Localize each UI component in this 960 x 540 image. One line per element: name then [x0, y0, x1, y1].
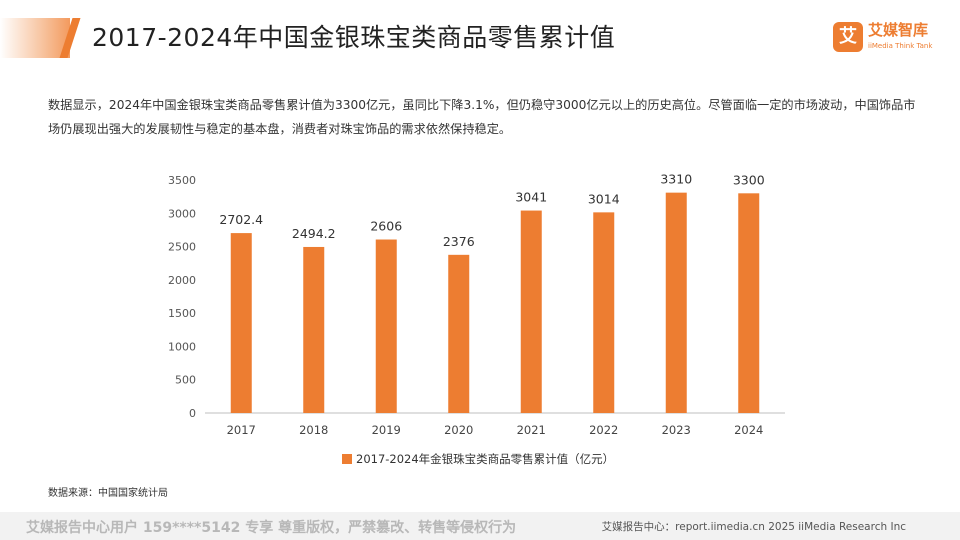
data-label-2020: 2376 [443, 234, 475, 249]
description-text: 数据显示，2024年中国金银珠宝类商品零售累计值为3300亿元，虽同比下降3.1… [48, 98, 916, 136]
y-tick-label: 2000 [168, 274, 196, 287]
data-label-2024: 3300 [733, 172, 765, 187]
y-tick-label: 500 [175, 374, 196, 387]
page-title: 2017-2024年中国金银珠宝类商品零售累计值 [92, 23, 616, 52]
bar-2020 [448, 254, 470, 413]
bar-2022 [593, 212, 615, 413]
x-tick-label: 2017 [227, 423, 256, 437]
logo-name-cn: 艾媒智库 [868, 21, 929, 39]
bar-2019 [375, 239, 397, 413]
bar-2023 [665, 192, 687, 413]
y-tick-label: 1500 [168, 307, 196, 320]
data-source: 数据来源：中国国家统计局 [48, 488, 168, 499]
data-label-2022: 3014 [588, 191, 620, 206]
data-label-2019: 2606 [370, 219, 402, 234]
footer-copyright: 艾媒报告中心用户 159****5142 专享 尊重版权，严禁篡改、转售等侵权行… [26, 520, 517, 536]
footer-bar: 艾媒报告中心用户 159****5142 专享 尊重版权，严禁篡改、转售等侵权行… [0, 512, 960, 540]
footer-site: 艾媒报告中心：report.iimedia.cn 2025 iiMedia Re… [601, 521, 906, 533]
bar-2017 [230, 233, 252, 413]
logo-icon: 艾 [833, 22, 863, 52]
y-tick-label: 2500 [168, 241, 196, 254]
y-tick-label: 3500 [168, 174, 196, 187]
data-label-2018: 2494.2 [292, 226, 336, 241]
bar-2021 [520, 210, 542, 413]
header-band [0, 18, 70, 58]
data-label-2021: 3041 [515, 190, 547, 205]
bar-2024 [738, 193, 760, 413]
x-tick-label: 2018 [299, 423, 328, 437]
y-tick-label: 3000 [168, 207, 196, 220]
data-label-2023: 3310 [660, 172, 692, 187]
x-tick-label: 2021 [517, 423, 546, 437]
x-tick-label: 2019 [372, 423, 401, 437]
data-label-2017: 2702.4 [219, 212, 263, 227]
bar-2018 [303, 246, 325, 413]
logo-name-en: iiMedia Think Tank [868, 42, 933, 50]
legend-label: 2017-2024年金银珠宝类商品零售累计值（亿元） [356, 452, 614, 466]
x-tick-label: 2023 [662, 423, 691, 437]
y-tick-label: 1000 [168, 340, 196, 353]
x-tick-label: 2024 [734, 423, 763, 437]
x-tick-label: 2022 [589, 423, 618, 437]
brand-logo: 艾 艾媒智库 iiMedia Think Tank [833, 20, 943, 56]
x-tick-label: 2020 [444, 423, 473, 437]
legend-swatch [342, 454, 352, 464]
y-tick-label: 0 [189, 407, 196, 420]
